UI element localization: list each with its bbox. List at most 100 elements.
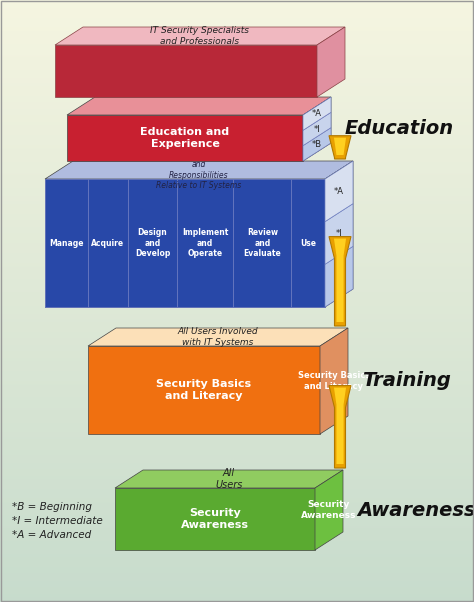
Bar: [0, 335, 474, 336]
Bar: [0, 562, 474, 563]
Bar: [0, 521, 474, 522]
Bar: [0, 224, 474, 225]
Bar: [0, 502, 474, 503]
Bar: [0, 17, 474, 18]
Bar: [0, 503, 474, 504]
Bar: [0, 351, 474, 352]
Bar: [0, 484, 474, 485]
Bar: [0, 342, 474, 343]
Bar: [0, 28, 474, 29]
Bar: [0, 141, 474, 142]
Bar: [0, 429, 474, 430]
Bar: [0, 323, 474, 324]
Bar: [0, 30, 474, 31]
Bar: [0, 96, 474, 97]
Bar: [0, 117, 474, 118]
Bar: [0, 524, 474, 525]
Bar: [0, 485, 474, 486]
Bar: [0, 389, 474, 390]
Bar: [0, 414, 474, 415]
Bar: [0, 249, 474, 250]
Bar: [0, 137, 474, 138]
Polygon shape: [88, 179, 128, 307]
Bar: [0, 477, 474, 478]
Bar: [0, 192, 474, 193]
Text: Awareness: Awareness: [357, 500, 474, 520]
Bar: [0, 196, 474, 197]
Bar: [0, 0, 474, 1]
Bar: [0, 182, 474, 183]
Bar: [0, 188, 474, 189]
Bar: [0, 74, 474, 75]
Bar: [0, 41, 474, 42]
Bar: [0, 569, 474, 570]
Bar: [0, 162, 474, 163]
Bar: [0, 531, 474, 532]
Bar: [0, 386, 474, 387]
Bar: [0, 84, 474, 85]
Bar: [0, 189, 474, 190]
Bar: [0, 221, 474, 222]
Bar: [0, 364, 474, 365]
Bar: [0, 442, 474, 443]
Bar: [0, 354, 474, 355]
Bar: [0, 264, 474, 265]
Bar: [0, 476, 474, 477]
Bar: [0, 12, 474, 13]
Bar: [0, 232, 474, 233]
Polygon shape: [317, 27, 345, 97]
Bar: [0, 266, 474, 267]
Bar: [0, 81, 474, 82]
Bar: [0, 310, 474, 311]
Bar: [0, 512, 474, 513]
Bar: [0, 227, 474, 228]
Bar: [0, 401, 474, 402]
Bar: [0, 501, 474, 502]
Polygon shape: [303, 97, 331, 161]
Bar: [0, 40, 474, 41]
Bar: [0, 282, 474, 283]
Bar: [0, 129, 474, 130]
Polygon shape: [55, 45, 317, 97]
Bar: [0, 573, 474, 574]
Bar: [0, 456, 474, 457]
Bar: [0, 152, 474, 153]
Bar: [0, 208, 474, 209]
Bar: [0, 160, 474, 161]
Bar: [0, 66, 474, 67]
Bar: [0, 127, 474, 128]
Bar: [0, 91, 474, 92]
Bar: [0, 115, 474, 116]
Bar: [0, 55, 474, 56]
Bar: [0, 16, 474, 17]
Bar: [0, 92, 474, 93]
Bar: [0, 68, 474, 69]
Bar: [0, 572, 474, 573]
Bar: [0, 164, 474, 165]
Bar: [0, 317, 474, 318]
Bar: [0, 422, 474, 423]
Text: Implement
and
Operate: Implement and Operate: [182, 228, 228, 258]
Bar: [0, 374, 474, 375]
Bar: [0, 191, 474, 192]
Bar: [0, 304, 474, 305]
Bar: [0, 482, 474, 483]
Polygon shape: [67, 97, 331, 115]
Bar: [0, 5, 474, 6]
Bar: [0, 271, 474, 272]
Polygon shape: [325, 161, 353, 222]
Bar: [0, 409, 474, 410]
Bar: [0, 504, 474, 505]
Bar: [0, 594, 474, 595]
Bar: [0, 60, 474, 61]
Bar: [0, 75, 474, 76]
Bar: [0, 533, 474, 534]
Bar: [0, 517, 474, 518]
Bar: [0, 587, 474, 588]
Bar: [0, 570, 474, 571]
Bar: [0, 37, 474, 38]
Bar: [0, 247, 474, 248]
Bar: [0, 537, 474, 538]
Bar: [0, 575, 474, 576]
Bar: [0, 250, 474, 251]
